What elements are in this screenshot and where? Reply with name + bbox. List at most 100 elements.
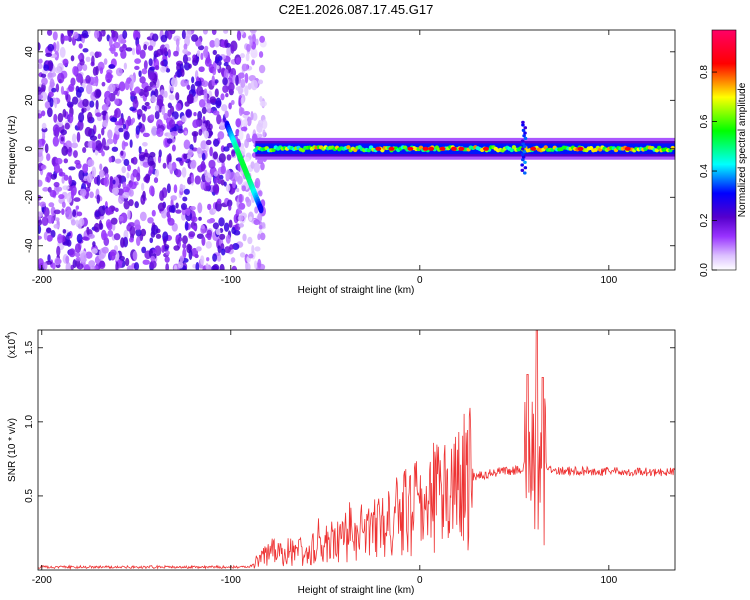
spectrogram-noise-blob: [117, 188, 125, 196]
spectrogram-noise-blob: [235, 85, 243, 92]
spectrogram-noise-blob: [118, 118, 123, 126]
spectrogram-noise-blob: [80, 252, 87, 263]
spectrogram-noise-blob: [150, 255, 156, 262]
spectrogram-noise-blob: [217, 55, 223, 62]
spectrogram-disturbance: [520, 147, 525, 151]
spectrogram-noise-blob: [54, 217, 60, 222]
spectrogram-noise-blob: [102, 232, 108, 239]
spectrogram-noise-blob: [149, 237, 154, 244]
spectrogram-noise-blob: [127, 164, 132, 172]
spectrogram-noise-blob: [105, 207, 112, 216]
spectrogram-noise-blob: [192, 54, 197, 61]
spectrogram-noise-blob: [240, 126, 248, 132]
spectrogram-noise-blob: [114, 245, 118, 252]
spectrogram-noise-blob: [166, 183, 171, 194]
spectrogram-noise-blob: [154, 105, 160, 112]
spectrogram-noise-blob: [118, 81, 126, 92]
spectrogram-noise-blob: [161, 105, 166, 116]
spectrogram-noise-blob: [141, 246, 147, 254]
spectrogram-noise-blob: [62, 90, 69, 95]
spectrogram-noise-blob: [134, 219, 141, 229]
spectrogram-noise-blob: [259, 100, 267, 107]
spectrogram-frame: [37, 29, 676, 271]
spectrogram-noise-blob: [79, 59, 85, 66]
spectrogram-noise-blob: [190, 174, 194, 184]
spectrogram-noise-blob: [77, 54, 82, 60]
spectrogram-noise-blob: [170, 195, 178, 201]
spectrogram-noise-blob: [82, 48, 89, 53]
spectrogram-noise-blob: [237, 175, 243, 185]
spectrogram-noise-blob: [206, 218, 214, 224]
spectrogram-noise-blob: [143, 89, 149, 98]
spectrogram-noise-blob: [53, 223, 59, 229]
spectrogram-disturbance: [520, 139, 525, 143]
spectrogram-noise-blob: [164, 256, 170, 263]
spectrogram-noise-blob: [38, 211, 44, 217]
spectrogram-noise-blob: [87, 159, 95, 167]
spectrogram-noise-blob: [231, 149, 236, 157]
spectrogram-noise-blob: [197, 202, 203, 214]
spectrogram-noise-blob: [81, 30, 89, 38]
spectrogram-y-label: Frequency (Hz): [7, 116, 18, 185]
spectrogram-noise-blob: [147, 45, 154, 51]
spectrogram-disturbance: [521, 142, 525, 146]
spectrogram-noise-blob: [97, 133, 102, 140]
spectrogram-noise-blob: [191, 130, 199, 137]
spectrogram-noise-blob: [171, 144, 176, 152]
spectrogram-noise-blob: [167, 214, 171, 223]
spectrogram-noise-blob: [129, 139, 133, 148]
spectrogram-noise-blob: [131, 47, 136, 56]
spectrogram-noise-blob: [112, 223, 116, 231]
spectrogram-noise-blob: [46, 214, 55, 224]
spectrogram-noise-blob: [114, 125, 121, 135]
spectrogram-disturbance: [522, 134, 526, 138]
spectrogram-noise-blob: [192, 119, 199, 129]
spectrogram-carrier-peak: [407, 146, 414, 151]
spectrogram-noise-blob: [71, 142, 79, 149]
spectrogram-noise-blob: [213, 177, 219, 184]
spectrogram-noise-blob: [93, 30, 100, 39]
spectrogram-noise-blob: [98, 169, 105, 178]
spectrogram-noise-blob: [52, 136, 60, 147]
spectrogram-carrier-peak: [439, 146, 446, 151]
spectrogram-noise-blob: [44, 143, 49, 154]
spectrogram-noise-blob: [124, 80, 130, 91]
spectrogram-noise-blob: [78, 169, 85, 181]
spectrogram-noise-blob: [67, 113, 74, 124]
spectrogram-noise-blob: [203, 130, 209, 139]
spectrogram-noise-blob: [142, 132, 150, 138]
snr-y-tick-label: 1.0: [24, 414, 35, 428]
spectrogram-y-tick-label: 40: [24, 46, 35, 58]
spectrogram-noise-blob: [173, 50, 179, 57]
spectrogram-noise-blob: [248, 253, 254, 259]
spectrogram-noise-blob: [259, 96, 263, 103]
spectrogram-noise-blob: [109, 249, 117, 257]
spectrogram-noise-blob: [40, 91, 48, 102]
spectrogram-noise-blob: [62, 35, 70, 41]
spectrogram-noise-blob: [254, 246, 261, 252]
spectrogram-noise-blob: [223, 181, 227, 187]
spectrogram-noise-blob: [47, 254, 51, 263]
spectrogram-noise-blob: [122, 191, 130, 199]
spectrogram-noise-blob: [258, 190, 263, 197]
spectrogram-noise-blob: [175, 38, 180, 47]
spectrogram-chirp: [258, 205, 264, 214]
spectrogram-noise-blob: [96, 51, 102, 58]
spectrogram-carrier-peak: [624, 146, 631, 151]
spectrogram-noise-blob: [257, 233, 261, 241]
spectrogram-noise-blob: [218, 153, 226, 163]
snr-x-tick-label: 0: [417, 575, 423, 586]
spectrogram-noise-blob: [182, 248, 187, 259]
spectrogram-noise-blob: [196, 50, 201, 57]
spectrogram-noise-blob: [122, 123, 127, 130]
spectrogram-carrier-peak: [482, 146, 489, 151]
spectrogram-noise-blob: [127, 209, 131, 220]
spectrogram-noise-blob: [188, 231, 196, 238]
spectrogram-noise-blob: [212, 183, 220, 194]
spectrogram-noise-blob: [175, 157, 183, 162]
spectrogram-noise-blob: [211, 30, 217, 35]
spectrogram-noise-blob: [95, 99, 99, 110]
spectrogram-noise-blob: [73, 31, 79, 40]
spectrogram-noise-blob: [103, 58, 108, 65]
